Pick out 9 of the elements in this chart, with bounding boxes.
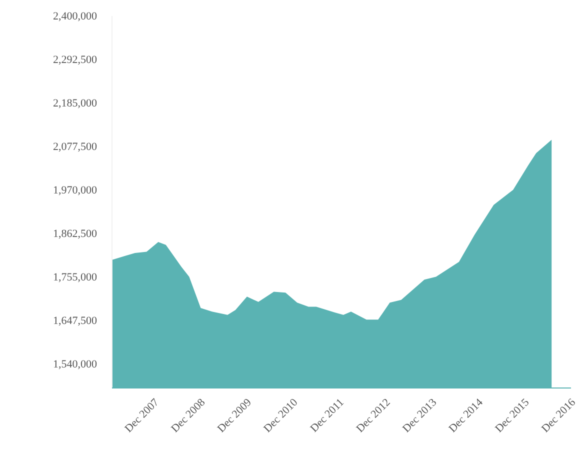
y-tick-label: 2,077,500: [53, 140, 98, 153]
y-tick-label: 1,540,000: [53, 358, 98, 370]
y-tick-label: 1,970,000: [53, 184, 98, 196]
y-tick-label: 2,400,000: [53, 10, 98, 23]
y-tick-label: 1,862,500: [53, 228, 98, 240]
y-tick-label: 2,292,500: [53, 54, 98, 66]
y-tick-label: 1,755,000: [53, 271, 98, 284]
y-tick-label: 1,647,500: [53, 314, 98, 327]
y-tick-label: 2,185,000: [53, 97, 98, 110]
